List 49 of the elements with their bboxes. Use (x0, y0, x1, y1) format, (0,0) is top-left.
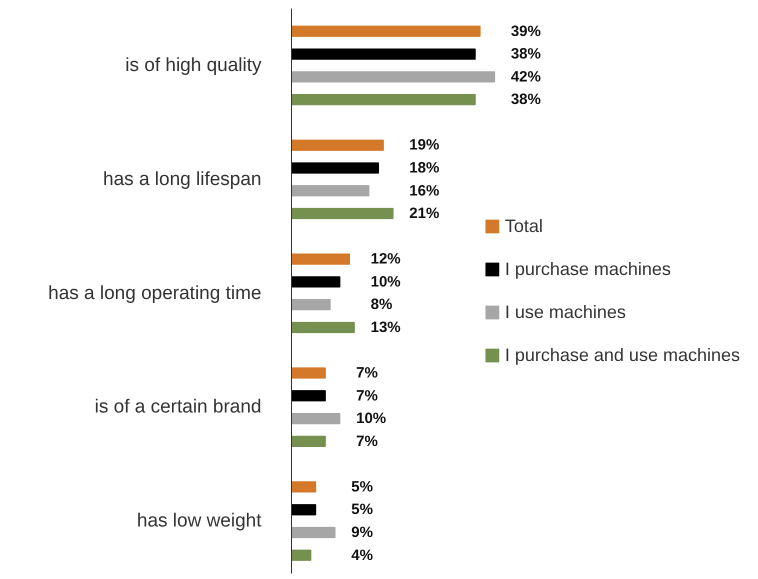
legend-label: I purchase and use machines (504, 344, 740, 366)
legend-label: Total (504, 216, 543, 236)
y-tick-label: is of a certain brand (94, 396, 262, 418)
bar (292, 208, 394, 220)
bar (292, 481, 316, 493)
data-label: 21% (409, 205, 440, 222)
data-label: 7% (356, 387, 378, 404)
bar (292, 185, 370, 196)
y-tick-label: has low weight (136, 510, 262, 532)
data-label: 8% (370, 296, 392, 314)
data-label: 39% (510, 22, 541, 40)
y-tick-label: is of high quality (125, 54, 262, 76)
legend-label: I purchase machines (504, 258, 671, 280)
data-label: 9% (351, 524, 373, 541)
bar (292, 299, 331, 310)
bar (292, 253, 350, 265)
bar (292, 436, 326, 447)
bar (292, 504, 316, 516)
data-label: 5% (351, 501, 373, 518)
bar (292, 367, 326, 379)
data-label: 12% (370, 250, 401, 268)
data-label: 5% (351, 478, 373, 496)
bar (292, 26, 481, 37)
bar (292, 276, 340, 288)
data-label: 38% (510, 91, 541, 108)
legend-label: I use machines (504, 302, 626, 322)
bar (292, 550, 312, 561)
data-label: 18% (409, 159, 440, 176)
bar (292, 322, 355, 334)
data-label: 7% (356, 432, 378, 450)
data-label: 13% (370, 318, 401, 336)
data-label: 38% (510, 46, 541, 63)
bar (292, 526, 336, 538)
bar (292, 71, 496, 82)
y-tick-label: has a long lifespan (103, 168, 262, 190)
data-label: 10% (356, 410, 386, 428)
data-label: 42% (510, 68, 541, 86)
data-label: 19% (409, 136, 440, 154)
bar (292, 390, 326, 402)
bar (292, 94, 476, 106)
data-label: 7% (356, 364, 378, 382)
bar (292, 412, 340, 424)
bar (292, 140, 384, 151)
data-label: 16% (409, 182, 440, 200)
bar (292, 48, 476, 60)
y-tick-label: has a long operating time (48, 282, 262, 304)
bar (292, 162, 380, 174)
data-label: 4% (351, 546, 373, 564)
data-label: 10% (370, 273, 401, 290)
